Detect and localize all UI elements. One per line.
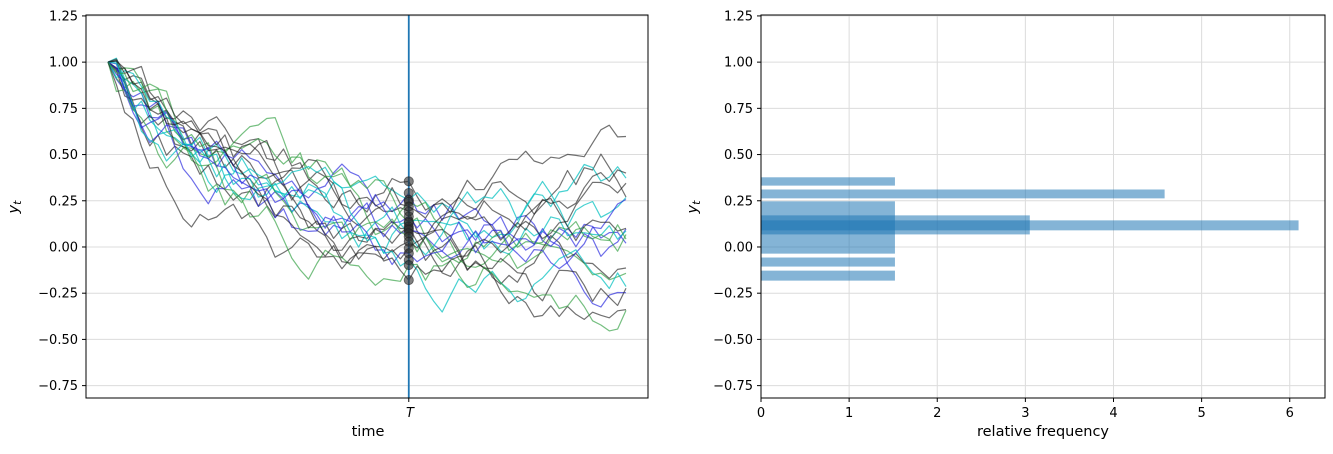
xtick-label: 6 xyxy=(1286,406,1294,421)
T-tick-label: T xyxy=(406,406,415,421)
sample-path xyxy=(107,61,627,307)
sample-path xyxy=(107,61,627,332)
ytick-label: 0.00 xyxy=(49,240,78,255)
yt-axis-label-right: yt xyxy=(685,200,703,215)
timeseries-axes-box xyxy=(85,14,649,399)
ytick-label: 1.00 xyxy=(724,56,753,71)
ytick-label: 0.25 xyxy=(49,194,78,209)
histogram-bars xyxy=(761,177,1299,281)
axes-spines xyxy=(760,14,1326,399)
marker-dot xyxy=(403,176,414,187)
sample-path xyxy=(107,60,627,281)
ytick-label: 1.25 xyxy=(724,9,753,24)
sample-path xyxy=(107,57,627,239)
timeseries-gridlines xyxy=(86,15,648,387)
sample-path xyxy=(107,61,627,215)
histogram-axes-box xyxy=(760,14,1326,399)
timeseries-lines xyxy=(107,57,627,332)
timeseries-ticks: 1.25 1.00 0.75 0.50 0.25 0.00 −0.25 −0.50 −0.75 xyxy=(38,9,410,402)
relative-frequency-axis-label: relative frequency xyxy=(977,424,1109,440)
xtick-label: 5 xyxy=(1197,406,1205,421)
ytick-label: −0.25 xyxy=(713,287,753,302)
ytick-label: 0.00 xyxy=(724,240,753,255)
xtick-label: 0 xyxy=(757,406,765,421)
histogram-plot: 0 1 2 3 4 5 6 1.25 1.00 0.75 0.50 0.25 0.00 −0.25 −0.5… xyxy=(685,9,1326,440)
timeseries-plot: 1.251.000.750.500.250.00−0.25−0.50−0.75 … xyxy=(6,9,649,440)
ytick-label: −0.75 xyxy=(713,379,753,394)
ytick-label: −0.75 xyxy=(38,379,78,394)
ytick-label: 1.25 xyxy=(49,9,78,24)
xtick-label: 1 xyxy=(845,406,853,421)
xtick-label: 2 xyxy=(933,406,941,421)
time-axis-label: time xyxy=(352,424,385,440)
histogram-bar xyxy=(761,177,895,186)
xtick-label: 4 xyxy=(1109,406,1117,421)
sample-path xyxy=(107,58,627,260)
sample-path xyxy=(107,61,627,264)
histogram-ticks: 0 1 2 3 4 5 6 1.25 1.00 0.75 0.50 0.25 0.00 −0.25 −0.5… xyxy=(713,9,1294,421)
sample-path xyxy=(107,61,627,308)
yt-axis-label-left: yt xyxy=(6,200,24,215)
ytick-label: 0.50 xyxy=(724,148,753,163)
marker-dot xyxy=(403,275,414,286)
values-at-T-markers xyxy=(403,176,414,286)
histogram-bar xyxy=(761,270,895,281)
ytick-label: 0.25 xyxy=(724,194,753,209)
sample-path xyxy=(107,61,627,270)
sample-path xyxy=(107,61,627,244)
sample-path xyxy=(107,61,627,256)
sample-path xyxy=(107,61,627,269)
ytick-label: 0.75 xyxy=(49,102,78,117)
ytick-label: 0.50 xyxy=(49,148,78,163)
sample-path xyxy=(107,61,627,313)
xtick-label: 3 xyxy=(1021,406,1029,421)
ytick-label: −0.50 xyxy=(713,333,753,348)
ytick-label: −0.25 xyxy=(38,287,78,302)
ytick-label: 0.75 xyxy=(724,102,753,117)
ytick-label: −0.50 xyxy=(38,333,78,348)
marker-dot xyxy=(403,260,414,271)
ytick-label: 1.00 xyxy=(49,56,78,71)
histogram-bar xyxy=(761,189,1165,199)
sample-path xyxy=(107,60,627,255)
axes-spines xyxy=(85,14,649,399)
histogram-bar xyxy=(761,257,895,267)
histogram-bar xyxy=(761,220,1299,231)
sample-path xyxy=(107,61,627,227)
sample-path xyxy=(107,61,627,285)
